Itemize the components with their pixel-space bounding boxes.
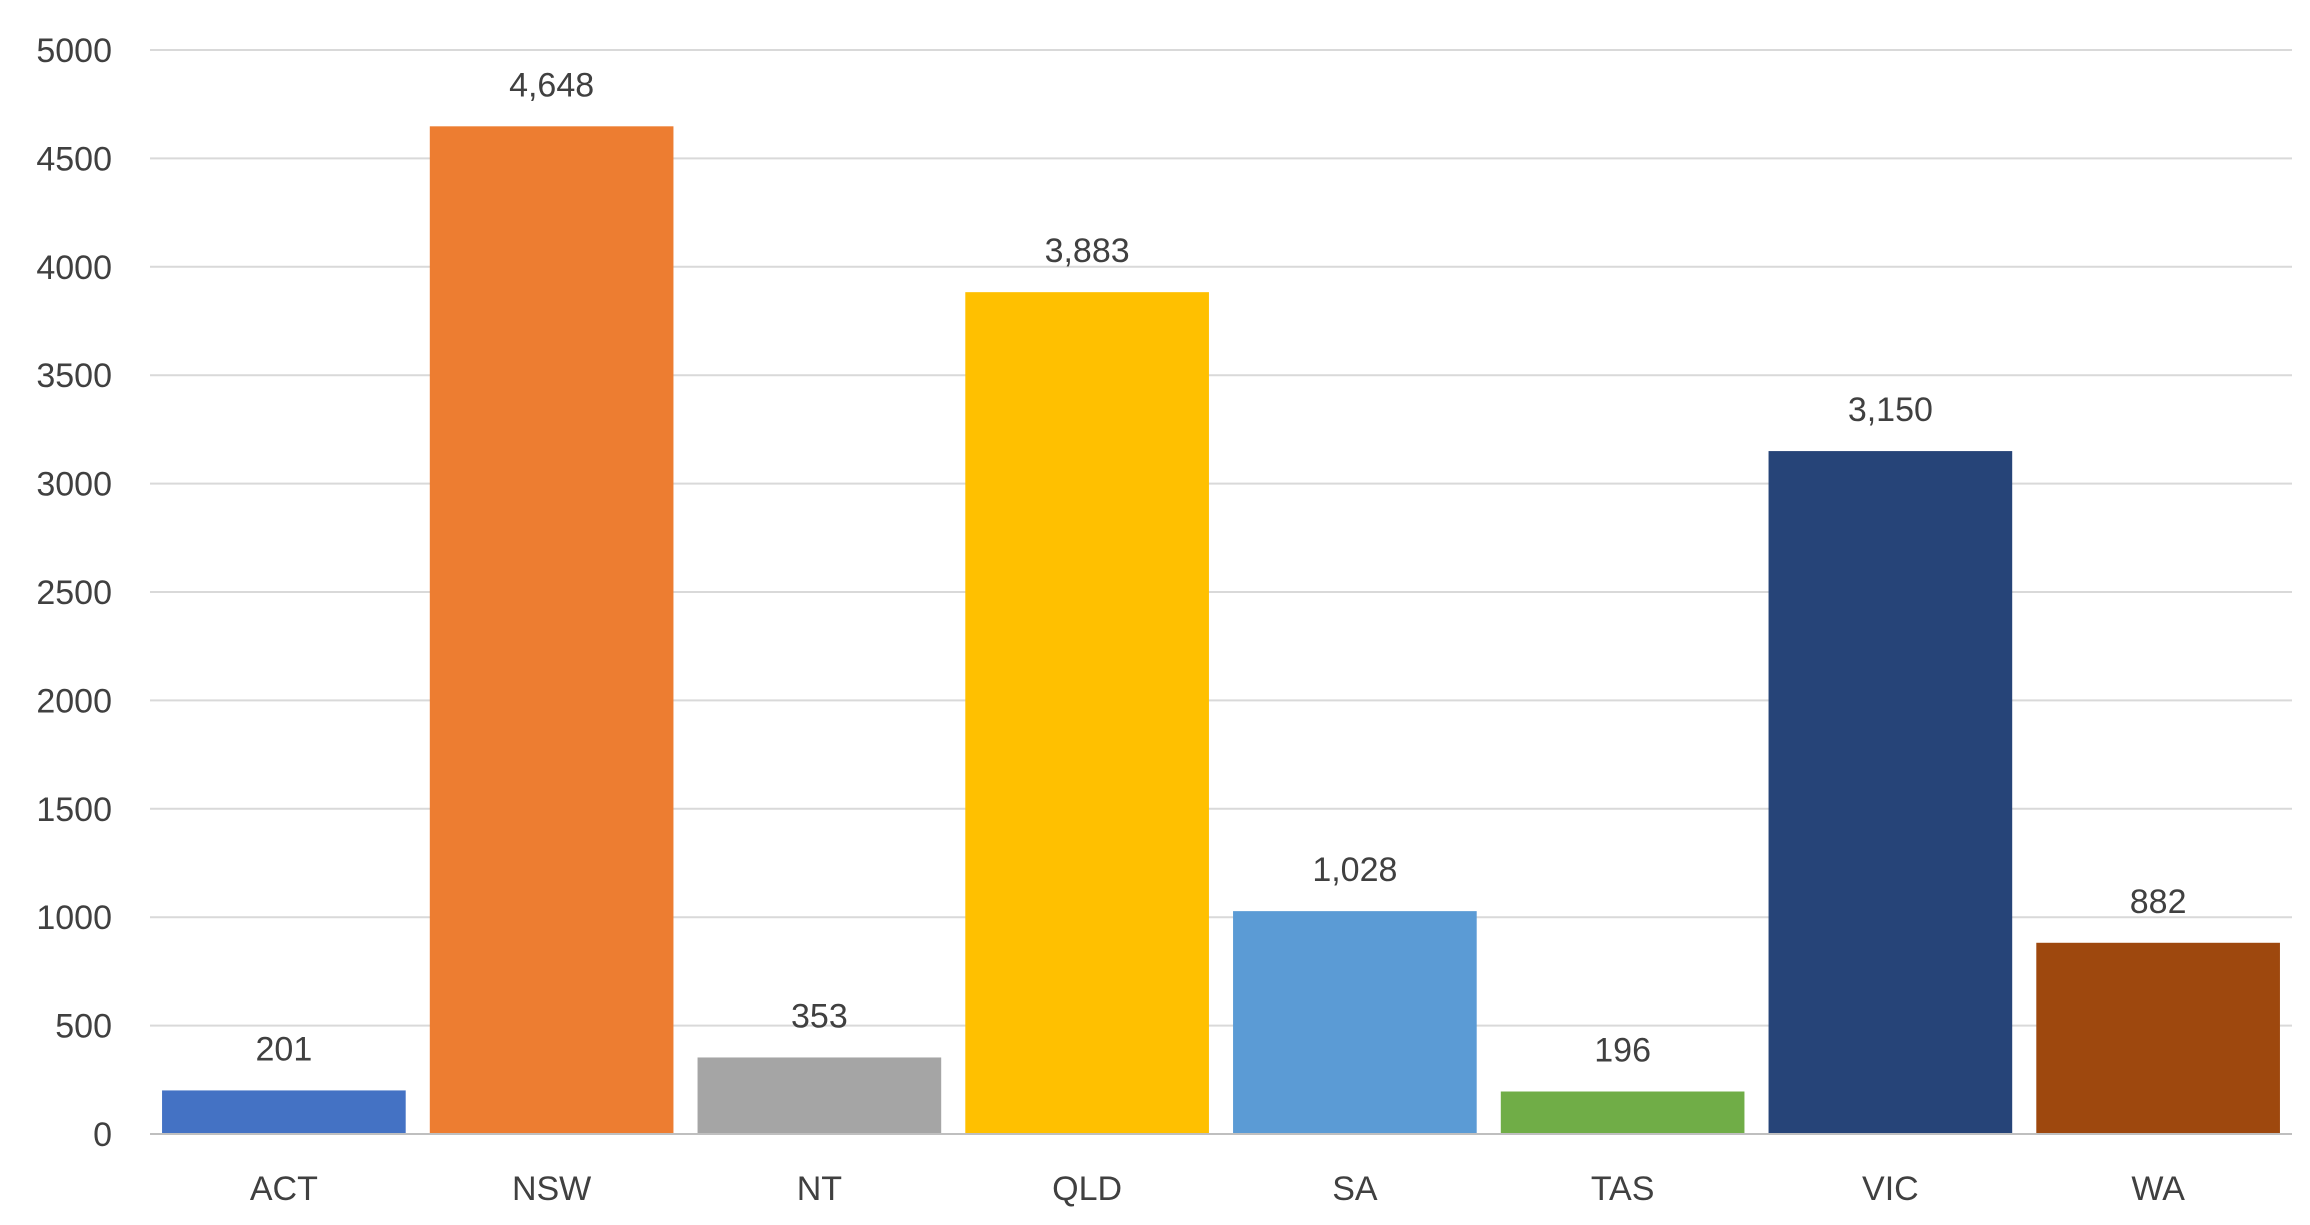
x-axis-categories: ACT NSW NT QLD SA TAS VIC WA [250,1170,2185,1208]
bar-vic [1768,451,2013,1135]
bar-sa [1233,911,1477,1134]
y-tick-label: 4000 [36,249,112,287]
bar-wa [2036,942,2280,1134]
category-label-wa: WA [2131,1170,2185,1208]
data-label-qld: 3,883 [1045,232,1130,270]
data-label-nsw: 4,648 [509,66,594,104]
y-axis-ticks: 0 500 1000 1500 2000 2500 3000 3500 4000 4500 5000 [36,32,112,1154]
bar-nt [697,1057,942,1134]
data-label-nt: 353 [791,997,848,1035]
y-tick-label: 1000 [36,899,112,937]
data-label-wa: 882 [2130,883,2187,921]
data-labels: 201 4,648 353 3,883 1,028 196 3,150 882 [256,66,2187,1069]
bar-tas [1500,1091,1745,1134]
y-tick-label: 1500 [36,791,112,829]
bars [162,126,2280,1135]
data-label-vic: 3,150 [1848,391,1933,429]
category-label-nt: NT [797,1170,842,1208]
category-label-tas: TAS [1591,1170,1655,1208]
data-label-sa: 1,028 [1312,851,1397,889]
y-tick-label: 3500 [36,357,112,395]
data-label-tas: 196 [1594,1032,1651,1070]
data-label-act: 201 [256,1030,313,1068]
bar-act [162,1090,406,1134]
category-label-sa: SA [1332,1170,1378,1208]
y-tick-label: 2500 [36,574,112,612]
y-tick-label: 5000 [36,32,112,70]
y-tick-label: 4500 [36,140,112,178]
y-tick-label: 0 [93,1116,112,1154]
y-tick-label: 2000 [36,682,112,720]
y-tick-label: 3000 [36,466,112,504]
bar-qld [965,292,1209,1134]
bar-nsw [429,126,674,1134]
y-tick-label: 500 [55,1008,112,1046]
category-label-qld: QLD [1052,1170,1122,1208]
category-label-vic: VIC [1862,1170,1919,1208]
category-label-nsw: NSW [512,1170,591,1208]
category-label-act: ACT [250,1170,318,1208]
